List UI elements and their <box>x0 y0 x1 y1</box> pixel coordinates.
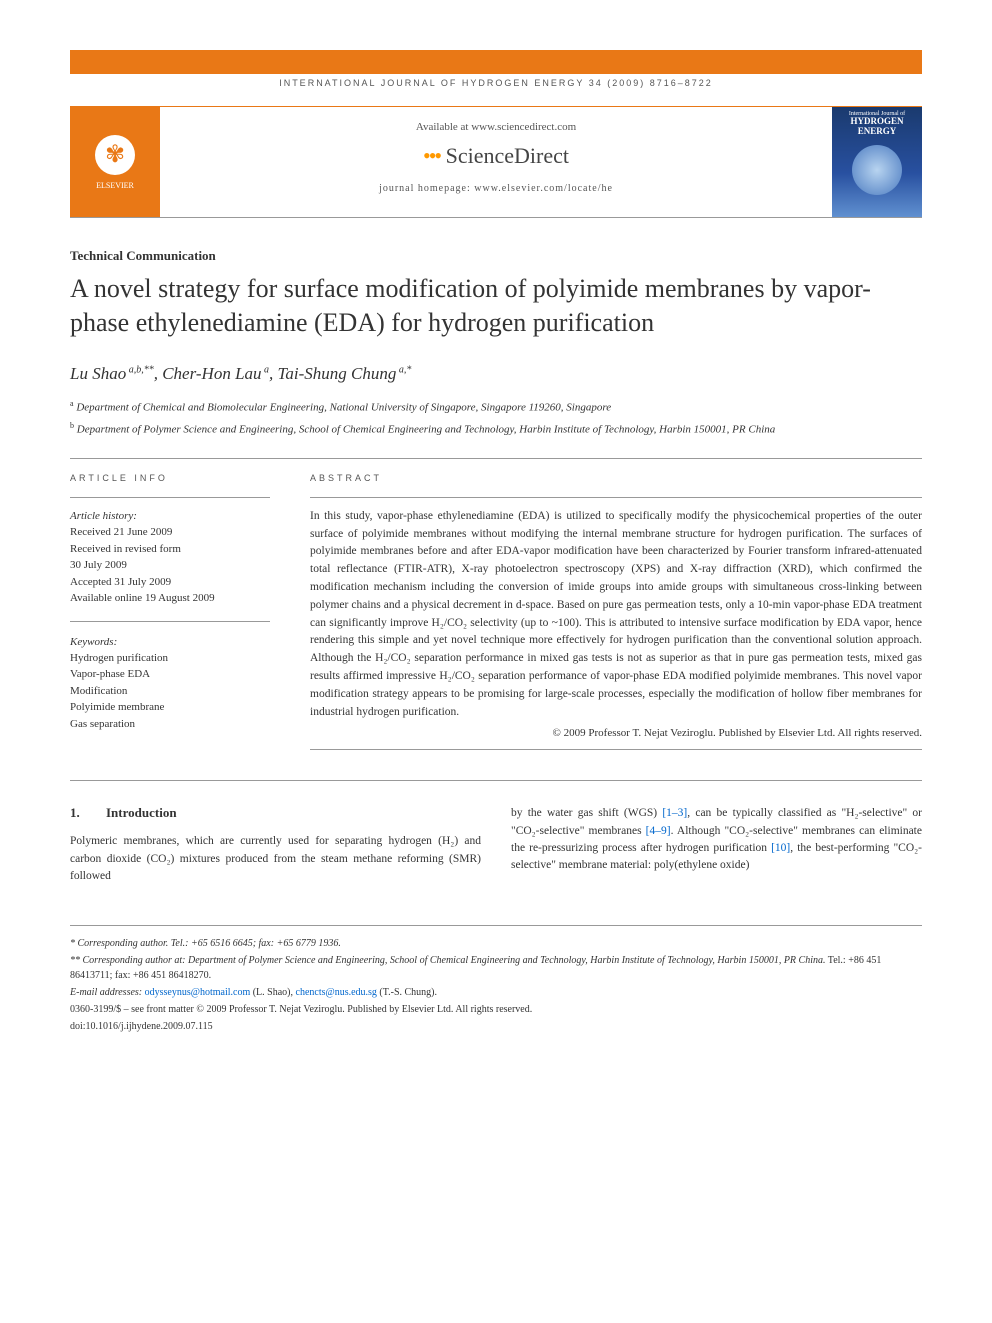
elsevier-logo: ✾ ELSEVIER <box>70 107 160 217</box>
ref-link[interactable]: [10] <box>771 842 790 854</box>
history-line: Available online 19 August 2009 <box>70 590 270 607</box>
column-right: by the water gas shift (WGS) [1–3], can … <box>511 805 922 885</box>
ref-link[interactable]: [1–3] <box>662 807 687 819</box>
history-line: Received in revised form <box>70 541 270 558</box>
history-line: 30 July 2009 <box>70 557 270 574</box>
authors: Lu Shao a,b,**, Cher-Hon Lau a, Tai-Shun… <box>70 364 922 384</box>
article-title: A novel strategy for surface modificatio… <box>70 272 922 340</box>
banner-middle: Available at www.sciencedirect.com ••• S… <box>160 107 832 217</box>
journal-cover-image <box>852 145 902 195</box>
body-paragraph: Polymeric membranes, which are currently… <box>70 833 481 885</box>
history-line: Received 21 June 2009 <box>70 524 270 541</box>
journal-homepage: journal homepage: www.elsevier.com/locat… <box>160 183 832 194</box>
affiliation: a Department of Chemical and Biomolecula… <box>70 398 922 416</box>
article-info-column: ARTICLE INFO Article history: Received 2… <box>70 473 270 751</box>
keyword: Polyimide membrane <box>70 699 270 716</box>
doi: doi:10.1016/j.ijhydene.2009.07.115 <box>70 1019 922 1034</box>
corresponding-author-1: * Corresponding author. Tel.: +65 6516 6… <box>70 936 922 951</box>
elsevier-tree-icon: ✾ <box>95 135 135 175</box>
email-addresses: E-mail addresses: odysseynus@hotmail.com… <box>70 985 922 1000</box>
sciencedirect-logo: ••• ScienceDirect <box>160 143 832 169</box>
article-type: Technical Communication <box>70 248 922 264</box>
history-line: Accepted 31 July 2009 <box>70 574 270 591</box>
keyword: Vapor-phase EDA <box>70 666 270 683</box>
journal-banner: ✾ ELSEVIER Available at www.sciencedirec… <box>70 106 922 218</box>
column-left: 1.Introduction Polymeric membranes, whic… <box>70 805 481 885</box>
email-link[interactable]: chencts@nus.edu.sg <box>296 987 377 998</box>
journal-cover: International Journal of HYDROGEN ENERGY <box>832 107 922 217</box>
footnotes: * Corresponding author. Tel.: +65 6516 6… <box>70 925 922 1034</box>
corresponding-author-2: ** Corresponding author at: Department o… <box>70 953 922 983</box>
available-at: Available at www.sciencedirect.com <box>160 121 832 133</box>
citation-line: INTERNATIONAL JOURNAL OF HYDROGEN ENERGY… <box>70 78 922 88</box>
abstract-column: ABSTRACT In this study, vapor-phase ethy… <box>310 473 922 751</box>
affiliation: b Department of Polymer Science and Engi… <box>70 420 922 438</box>
abstract-label: ABSTRACT <box>310 473 922 483</box>
body-paragraph: by the water gas shift (WGS) [1–3], can … <box>511 805 922 874</box>
abstract-copyright: © 2009 Professor T. Nejat Veziroglu. Pub… <box>310 727 922 739</box>
article-history: Article history: Received 21 June 2009Re… <box>70 508 270 607</box>
keywords-list: Hydrogen purificationVapor-phase EDAModi… <box>70 650 270 733</box>
header-orange-bar <box>70 50 922 74</box>
front-matter: 0360-3199/$ – see front matter © 2009 Pr… <box>70 1002 922 1017</box>
journal-cover-title: HYDROGEN ENERGY <box>836 117 918 137</box>
keyword: Hydrogen purification <box>70 650 270 667</box>
divider <box>70 458 922 459</box>
ref-link[interactable]: [4–9] <box>646 825 671 837</box>
history-label: Article history: <box>70 508 270 525</box>
publisher-name: ELSEVIER <box>96 181 134 190</box>
abstract-text: In this study, vapor-phase ethylenediami… <box>310 508 922 722</box>
email-link[interactable]: odysseynus@hotmail.com <box>145 987 251 998</box>
divider <box>70 780 922 781</box>
article-info-label: ARTICLE INFO <box>70 473 270 483</box>
keyword: Modification <box>70 683 270 700</box>
body-columns: 1.Introduction Polymeric membranes, whic… <box>70 805 922 885</box>
keywords-label: Keywords: <box>70 636 270 648</box>
section-heading-introduction: 1.Introduction <box>70 805 481 821</box>
keyword: Gas separation <box>70 716 270 733</box>
